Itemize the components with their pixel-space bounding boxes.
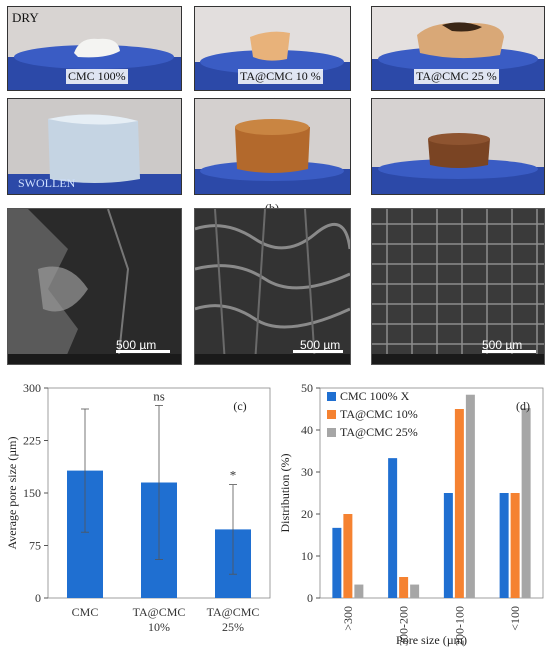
- photo-cmc-swollen: [7, 98, 182, 195]
- chart-average-pore-size: 075150225300CMCnsTA@CMC10%*TA@CMC25%(c)A…: [5, 381, 271, 634]
- legend-label-2: TA@CMC 25%: [340, 425, 418, 439]
- chart-pore-distribution: 0 10 20 30 40 50 >300 300-200 200-100 <100 CMC 100…: [278, 381, 544, 647]
- scalebar-label-2: 500 µm: [300, 338, 341, 352]
- photo-label-ta25: TA@CMC 25 %: [414, 69, 499, 84]
- panel-label-c: (c): [233, 399, 246, 413]
- annotation-2: *: [230, 468, 237, 483]
- category-label-2: 200-100: [452, 606, 466, 646]
- photo-ta10-swollen: [194, 98, 351, 195]
- y-tick-label-5: 50: [301, 381, 313, 395]
- category-label-1: 300-200: [397, 606, 411, 646]
- dry-label: DRY: [12, 10, 39, 25]
- scalebar-label-3: 500 µm: [482, 338, 523, 352]
- bar-0-0: [332, 527, 342, 598]
- category-label-3: <100: [508, 606, 522, 631]
- bar-2-2: [465, 394, 475, 598]
- x-axis-label: Pore size (µm): [396, 633, 467, 647]
- y-axis-label: Distribution (%): [278, 454, 292, 533]
- bar-0-3: [499, 493, 509, 598]
- legend-swatch-2: [327, 428, 336, 437]
- category-label-2-1: 25%: [222, 620, 244, 634]
- photo-label-cmc: CMC 100%: [66, 69, 128, 84]
- y-tick-label-3: 225: [23, 434, 41, 448]
- y-tick-label-4: 300: [23, 381, 41, 395]
- bar-2-0: [354, 584, 364, 598]
- photo-cmc-swollen-image: [8, 99, 181, 194]
- category-label-0: >300: [341, 606, 355, 631]
- y-tick-label-0: 0: [307, 591, 313, 605]
- sem-cmc-texture: [8, 209, 181, 364]
- y-tick-label-4: 40: [301, 423, 313, 437]
- legend-swatch-1: [327, 410, 336, 419]
- bar-1-3: [510, 493, 520, 598]
- category-label-2-0: TA@CMC: [207, 605, 260, 619]
- bar-0-1: [388, 458, 398, 598]
- category-label-1-1: 10%: [148, 620, 170, 634]
- photo-ta25-swollen: [371, 98, 545, 195]
- sem-image-cmc: [7, 208, 182, 365]
- sem-image-ta10: [194, 208, 351, 365]
- bar-1-2: [454, 409, 464, 598]
- y-tick-label-1: 75: [29, 539, 41, 553]
- y-tick-label-0: 0: [35, 591, 41, 605]
- photo-label-ta10: TA@CMC 10 %: [238, 69, 323, 84]
- category-label-1-0: TA@CMC: [133, 605, 186, 619]
- scalebar-label-1: 500 µm: [116, 338, 157, 352]
- y-tick-label-1: 10: [301, 549, 313, 563]
- category-label-0-0: CMC: [72, 605, 99, 619]
- annotation-1: ns: [153, 389, 165, 404]
- y-tick-label-2: 150: [23, 486, 41, 500]
- panel-label-d: (d): [516, 399, 530, 413]
- y-tick-label-2: 20: [301, 507, 313, 521]
- y-tick-label-3: 30: [301, 465, 313, 479]
- legend-label-1: TA@CMC 10%: [340, 407, 418, 421]
- bar-1-1: [399, 577, 409, 598]
- legend-swatch-0: [327, 392, 336, 401]
- legend-label-0: CMC 100% X: [340, 389, 410, 403]
- sem-ta10-texture: [195, 209, 350, 364]
- sem-image-ta25: [371, 208, 545, 365]
- swollen-label: SWOLLEN: [18, 176, 76, 190]
- photo-ta25-swollen-image: [372, 99, 544, 194]
- bar-2-1: [410, 584, 420, 598]
- photo-ta10-swollen-image: [195, 99, 350, 194]
- bar-1-0: [343, 514, 353, 598]
- y-axis-label: Average pore size (µm): [5, 437, 19, 550]
- plot-frame: [319, 387, 544, 599]
- bar-0-2: [443, 493, 453, 598]
- bar-2-3: [521, 408, 531, 598]
- sem-ta25-texture: [372, 209, 544, 364]
